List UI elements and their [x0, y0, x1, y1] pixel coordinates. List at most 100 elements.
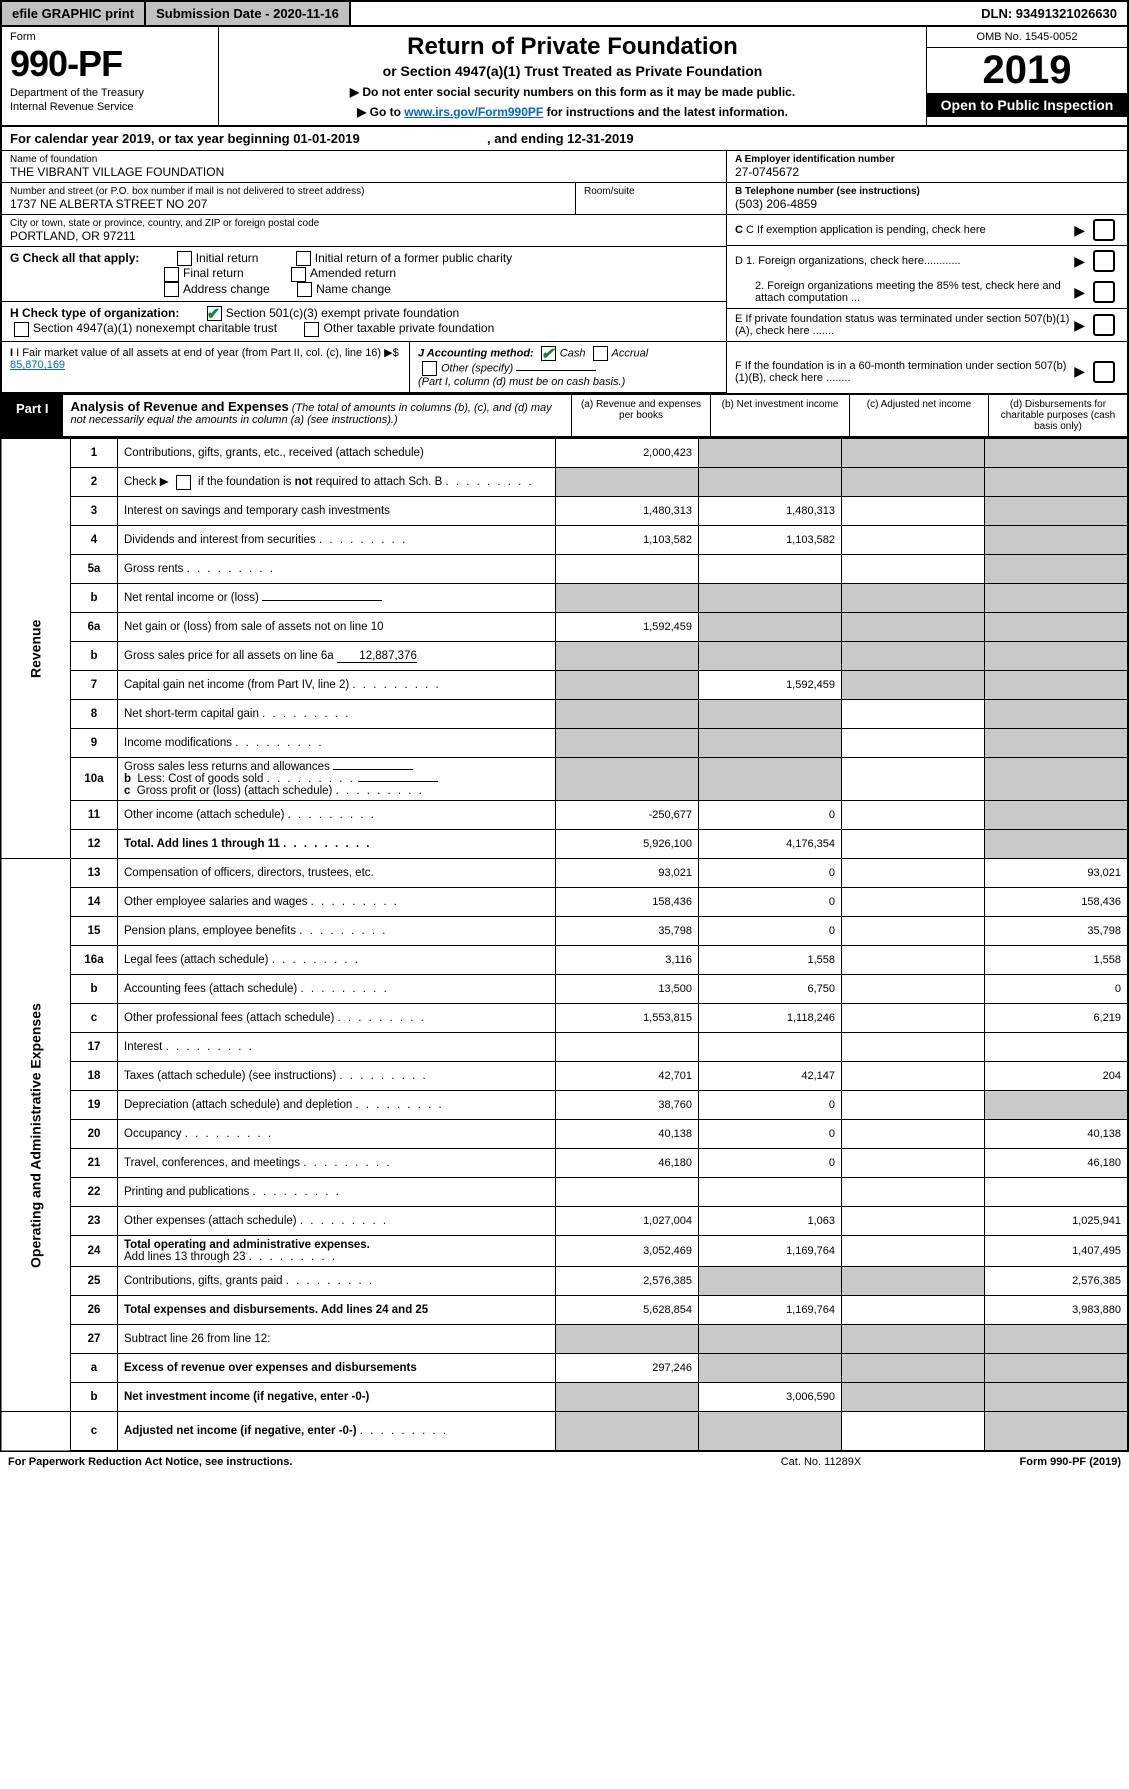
desc: Net investment income (if negative, ente… [118, 1383, 556, 1412]
city-label: City or town, state or province, country… [10, 218, 718, 229]
lineno: 18 [71, 1062, 118, 1091]
chk-final-return[interactable] [164, 267, 179, 282]
desc: Check ▶ if the foundation is not require… [118, 468, 556, 497]
lineno: 20 [71, 1120, 118, 1149]
col-a: 1,480,313 [556, 497, 699, 526]
table-row: 3Interest on savings and temporary cash … [1, 497, 1128, 526]
chk-e[interactable] [1093, 314, 1115, 336]
calendar-year-row: For calendar year 2019, or tax year begi… [0, 127, 1129, 151]
room-cell: Room/suite [576, 183, 726, 200]
chk-c[interactable] [1093, 219, 1115, 241]
desc: Compensation of officers, directors, tru… [118, 859, 556, 888]
col-c-head: (c) Adjusted net income [849, 395, 988, 436]
desc: Contributions, gifts, grants, etc., rece… [118, 439, 556, 468]
table-row: 8Net short-term capital gain [1, 700, 1128, 729]
table-row: 17Interest [1, 1033, 1128, 1062]
lineno: b [71, 975, 118, 1004]
col-b: 1,592,459 [699, 671, 842, 700]
address: 1737 NE ALBERTA STREET NO 207 [10, 197, 567, 211]
chk-other[interactable] [422, 361, 437, 376]
lineno: 5a [71, 555, 118, 584]
j-other: Other (specify) [441, 362, 513, 374]
lineno: 11 [71, 801, 118, 830]
col-b: 3,006,590 [699, 1383, 842, 1412]
chk-address-change[interactable] [164, 282, 179, 297]
desc: Gross sales price for all assets on line… [118, 642, 556, 671]
arrow-icon: ▶ [1074, 363, 1085, 380]
chk-4947[interactable] [14, 322, 29, 337]
desc: Income modifications [118, 729, 556, 758]
table-row: cOther professional fees (attach schedul… [1, 1004, 1128, 1033]
g-opt-2: Final return [183, 266, 244, 280]
lineno: 6a [71, 613, 118, 642]
form-number: 990-PF [10, 43, 210, 85]
page-footer: For Paperwork Reduction Act Notice, see … [0, 1452, 1129, 1472]
lineno: b [71, 584, 118, 613]
lineno: 21 [71, 1149, 118, 1178]
section-c: C C If exemption application is pending,… [727, 215, 1127, 246]
instr-2: ▶ Go to www.irs.gov/Form990PF for instru… [227, 105, 918, 119]
chk-accrual[interactable] [593, 346, 608, 361]
j-cash: Cash [560, 347, 586, 359]
dln: DLN: 93491321026630 [971, 2, 1127, 25]
desc: Other expenses (attach schedule) [118, 1207, 556, 1236]
table-row: 27Subtract line 26 from line 12: [1, 1325, 1128, 1354]
arrow-icon: ▶ [1074, 253, 1085, 270]
irs-link[interactable]: www.irs.gov/Form990PF [404, 105, 543, 119]
open-inspection: Open to Public Inspection [927, 93, 1127, 117]
desc: Total. Add lines 1 through 11 [118, 830, 556, 859]
table-row: Revenue 1 Contributions, gifts, grants, … [1, 439, 1128, 468]
chk-other-taxable[interactable] [304, 322, 319, 337]
table-row: 19Depreciation (attach schedule) and dep… [1, 1091, 1128, 1120]
chk-initial-former[interactable] [296, 251, 311, 266]
table-row: Operating and Administrative Expenses 13… [1, 859, 1128, 888]
desc: Total operating and administrative expen… [118, 1236, 556, 1267]
chk-cash[interactable] [541, 346, 556, 361]
lineno: 10a [71, 758, 118, 801]
col-b: 0 [699, 1149, 842, 1178]
col-a: 2,000,423 [556, 439, 699, 468]
tel-cell: B Telephone number (see instructions) (5… [727, 183, 1127, 215]
section-h: H Check type of organization: Section 50… [2, 302, 726, 342]
table-row: 18Taxes (attach schedule) (see instructi… [1, 1062, 1128, 1091]
col-a: 46,180 [556, 1149, 699, 1178]
col-d: 40,138 [985, 1120, 1129, 1149]
lineno: 4 [71, 526, 118, 555]
tax-year: 2019 [927, 48, 1127, 93]
j-label: J Accounting method: [418, 347, 534, 359]
vtab-expenses: Operating and Administrative Expenses [1, 859, 71, 1412]
chk-initial-return[interactable] [177, 251, 192, 266]
col-a: 5,628,854 [556, 1296, 699, 1325]
col-d: 6,219 [985, 1004, 1129, 1033]
chk-schb[interactable] [176, 475, 191, 490]
chk-f[interactable] [1093, 361, 1115, 383]
table-row: 9Income modifications [1, 729, 1128, 758]
lineno: c [71, 1412, 118, 1452]
instr-1: ▶ Do not enter social security numbers o… [227, 85, 918, 99]
chk-name-change[interactable] [297, 282, 312, 297]
col-d: 1,025,941 [985, 1207, 1129, 1236]
fmv-link[interactable]: 85,870,169 [10, 359, 65, 371]
table-row: aExcess of revenue over expenses and dis… [1, 1354, 1128, 1383]
col-b: 1,480,313 [699, 497, 842, 526]
chk-amended[interactable] [291, 267, 306, 282]
instr2-post: for instructions and the latest informat… [543, 105, 788, 119]
table-row: 2 Check ▶ if the foundation is not requi… [1, 468, 1128, 497]
efile-print-btn[interactable]: efile GRAPHIC print [2, 2, 146, 25]
lineno: 24 [71, 1236, 118, 1267]
lineno: 19 [71, 1091, 118, 1120]
section-ij-f: I I Fair market value of all assets at e… [0, 342, 1129, 395]
desc: Travel, conferences, and meetings [118, 1149, 556, 1178]
chk-d2[interactable] [1093, 281, 1115, 303]
lineno: 1 [71, 439, 118, 468]
desc: Taxes (attach schedule) (see instruction… [118, 1062, 556, 1091]
j-accrual: Accrual [612, 347, 649, 359]
chk-d1[interactable] [1093, 250, 1115, 272]
desc: Interest on savings and temporary cash i… [118, 497, 556, 526]
table-row: bGross sales price for all assets on lin… [1, 642, 1128, 671]
irs: Internal Revenue Service [10, 101, 210, 113]
chk-501c3[interactable] [207, 306, 222, 321]
col-a: 13,500 [556, 975, 699, 1004]
room-label: Room/suite [584, 186, 718, 197]
form-title: Return of Private Foundation [227, 33, 918, 61]
